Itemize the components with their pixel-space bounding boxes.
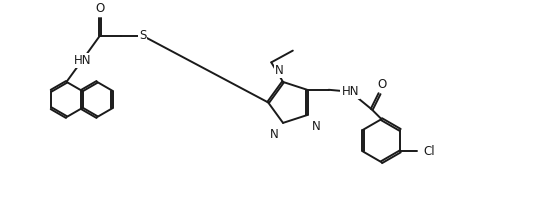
Text: N: N	[312, 120, 321, 133]
Text: N: N	[275, 64, 283, 77]
Text: O: O	[95, 2, 104, 15]
Text: HN: HN	[342, 85, 359, 98]
Text: O: O	[377, 78, 386, 91]
Text: N: N	[270, 128, 278, 141]
Text: S: S	[139, 29, 146, 42]
Text: HN: HN	[73, 54, 91, 67]
Text: Cl: Cl	[424, 145, 435, 158]
